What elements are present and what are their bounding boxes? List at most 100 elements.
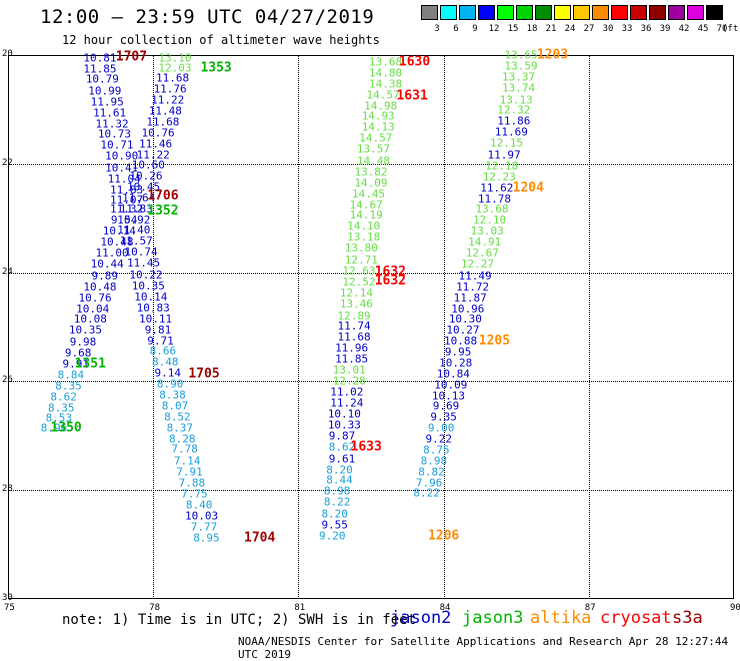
wave-height-value: 8.22 — [323, 495, 351, 509]
wave-height-value: 13.37 — [502, 70, 536, 84]
pass-time-label: 1204 — [512, 180, 544, 196]
wave-height-value: 13.46 — [339, 297, 374, 311]
legend-label: 24 — [564, 24, 576, 34]
wave-height-value: 9.55 — [321, 518, 348, 532]
wave-height-value: 8.38 — [159, 388, 186, 402]
wave-height-value: 14.67 — [349, 198, 383, 212]
wave-height-value: 9.89 — [91, 269, 119, 283]
wave-height-value: 11.48 — [148, 104, 182, 118]
wave-height-value: 10.35 — [68, 323, 102, 337]
wave-height-value: 13.82 — [354, 165, 388, 179]
satellite-name-s3a: s3a — [672, 608, 703, 628]
wave-height-value: 13.57 — [356, 142, 390, 156]
wave-height-value: 9.98 — [69, 335, 97, 349]
wave-height-value: 10.88 — [443, 334, 478, 348]
wave-height-value: 10.22 — [129, 268, 163, 282]
wave-height-value: 11.85 — [335, 352, 369, 366]
wave-height-value: 8.95 — [193, 531, 220, 545]
legend-label: 12 — [488, 24, 500, 34]
wave-height-value: 8.75 — [423, 443, 450, 457]
wave-height-value: 9.35 — [430, 410, 457, 424]
note-text: note: 1) Time is in UTC; 2) SWH is in fe… — [62, 612, 417, 628]
latitude-gridline — [8, 272, 734, 274]
wave-height-value: 8.22 — [413, 486, 440, 500]
wave-height-value: 7.88 — [178, 476, 206, 490]
wave-height-value: 11.32 — [110, 202, 144, 216]
legend-swatch — [668, 5, 685, 20]
wave-height-value: 10.14 — [102, 224, 136, 238]
wave-height-value: 10.74 — [124, 245, 158, 259]
wave-height-value: 13.03 — [470, 224, 504, 238]
latitude-label: 24 — [2, 266, 13, 277]
legend-swatch — [649, 5, 666, 20]
page-title: 12:00 – 23:59 UTC 04/27/2019 — [40, 6, 375, 28]
legend-label: 45 — [697, 24, 709, 34]
longitude-gridline — [588, 55, 590, 599]
wave-height-value: 13.01 — [332, 363, 366, 377]
wave-height-value: 11.72 — [456, 280, 490, 294]
wave-height-value: 10.90 — [105, 149, 139, 163]
longitude-gridline — [443, 55, 445, 599]
wave-height-value: 12.15 — [489, 136, 524, 150]
wave-height-value: 11.64 — [122, 191, 156, 205]
wave-height-value: 12.14 — [339, 286, 374, 300]
wave-height-value: 8.90 — [156, 377, 184, 391]
legend-label: 21 — [545, 24, 557, 34]
wave-height-value: 13.59 — [504, 59, 538, 73]
latitude-label: 30 — [2, 593, 13, 603]
legend-label: 30 — [602, 24, 614, 34]
wave-height-value: 14.45 — [352, 187, 386, 201]
wave-height-value: 10.76 — [141, 126, 175, 140]
wave-height-value: 9.61 — [328, 452, 356, 466]
wave-height-value: 10.60 — [131, 158, 165, 172]
wave-height-value: 7.78 — [171, 442, 198, 456]
satellite-name-jason3: jason3 — [462, 608, 524, 628]
wave-height-value: 11.57 — [119, 234, 153, 248]
wave-height-value: 11.74 — [337, 319, 371, 333]
longitude-gridline — [298, 55, 300, 599]
wave-height-value: 12.27 — [460, 257, 495, 271]
wave-height-value: 8.53 — [45, 411, 73, 425]
wave-height-value: 10.35 — [131, 279, 165, 293]
wave-height-value: 10.28 — [439, 356, 473, 370]
pass-time-label: 1632 — [374, 273, 407, 289]
wave-height-value: 10.13 — [431, 389, 465, 403]
legend-unit: (ft) — [722, 24, 740, 34]
wave-height-value: 10.26 — [129, 169, 163, 183]
page-subtitle: 12 hour collection of altimeter wave hei… — [62, 33, 380, 47]
wave-height-value: 11.69 — [494, 125, 528, 139]
wave-height-value: 9.95 — [444, 345, 472, 359]
wave-height-value: 13.10 — [158, 51, 192, 65]
wave-height-value: 9.68 — [64, 346, 92, 360]
wave-height-value: 8.40 — [185, 498, 213, 512]
wave-height-value: 10.11 — [139, 312, 173, 326]
legend-label: 27 — [583, 24, 595, 34]
legend-label: 3 — [434, 24, 440, 34]
wave-height-value: 13.80 — [344, 241, 378, 255]
wave-height-value: 12.23 — [482, 170, 516, 184]
legend-label: 39 — [659, 24, 671, 34]
wave-height-value: 14.13 — [361, 120, 395, 134]
legend-label: 70 — [716, 24, 728, 34]
wave-height-value: 10.92 — [117, 213, 151, 227]
pass-time-label: 1705 — [188, 366, 220, 382]
wave-height-value: 10.10 — [327, 407, 361, 421]
wave-height-value: 8.35 — [55, 379, 82, 393]
wave-height-value: 8.20 — [326, 463, 353, 477]
wave-height-value: 9.00 — [427, 421, 455, 435]
pass-time-label: 1704 — [244, 530, 276, 546]
wave-height-value: 14.38 — [368, 77, 403, 91]
legend-swatch — [497, 5, 514, 20]
latitude-label: 20 — [2, 49, 13, 59]
wave-height-value: 8.98 — [323, 484, 351, 498]
legend-label: 18 — [526, 24, 538, 34]
pass-time-label: 1206 — [427, 528, 460, 544]
pass-time-label: 1706 — [147, 188, 179, 204]
wave-height-value: 11.02 — [330, 385, 364, 399]
wave-height-value: 12.10 — [473, 213, 507, 227]
wave-height-value: 12.71 — [344, 253, 378, 267]
wave-height-value: 13.18 — [347, 230, 381, 244]
wave-height-value: 8.98 — [420, 454, 448, 468]
legend-swatch — [573, 5, 590, 20]
wave-height-value: 10.48 — [83, 280, 117, 294]
